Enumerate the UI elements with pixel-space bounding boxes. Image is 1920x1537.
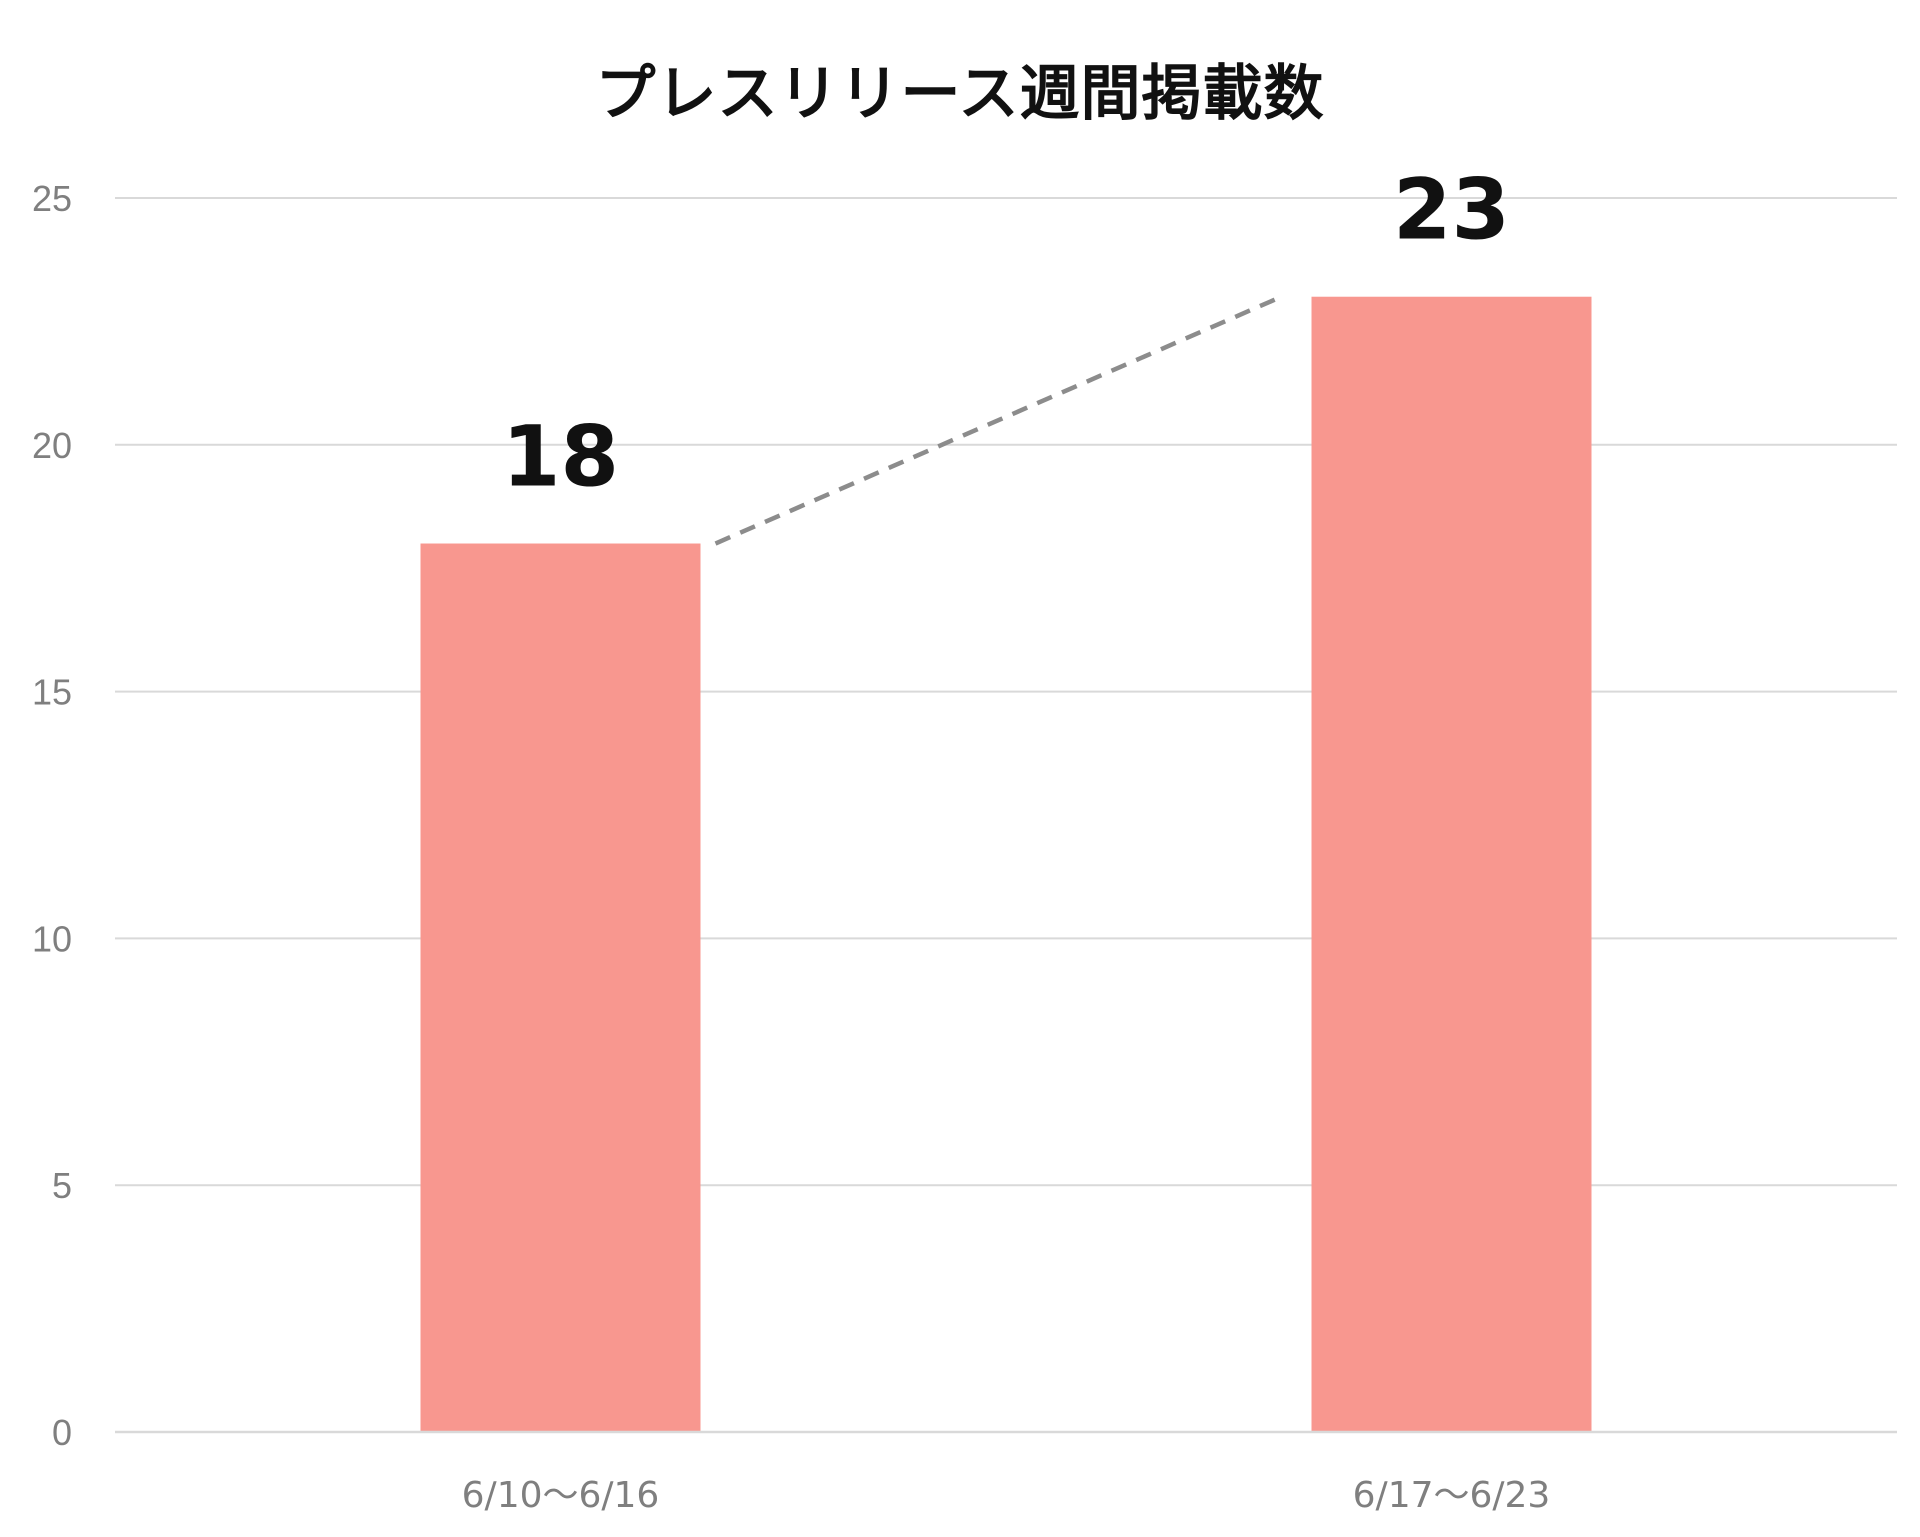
data-label: 18	[502, 408, 619, 506]
gridlines	[115, 197, 1897, 1187]
y-tick-label: 15	[32, 672, 72, 713]
y-tick-label: 20	[32, 425, 72, 466]
bar	[420, 543, 701, 1432]
bar	[1311, 296, 1592, 1433]
chart-title: プレスリリース週間掲載数	[595, 59, 1325, 129]
x-axis-ticks: 6/10〜6/16 6/17〜6/23	[462, 1475, 1551, 1516]
y-axis-ticks: 0 5 10 15 20 25	[32, 178, 72, 1453]
trend-connector	[714, 294, 1283, 546]
y-tick-label: 5	[52, 1165, 72, 1206]
trend-connectors	[714, 294, 1283, 546]
bars	[420, 296, 1592, 1433]
y-tick-label: 0	[52, 1412, 72, 1453]
x-tick-label: 6/17〜6/23	[1353, 1475, 1551, 1516]
y-tick-label: 10	[32, 918, 72, 959]
y-tick-label: 25	[32, 178, 72, 219]
x-tick-label: 6/10〜6/16	[462, 1475, 660, 1516]
data-label: 23	[1393, 161, 1510, 259]
